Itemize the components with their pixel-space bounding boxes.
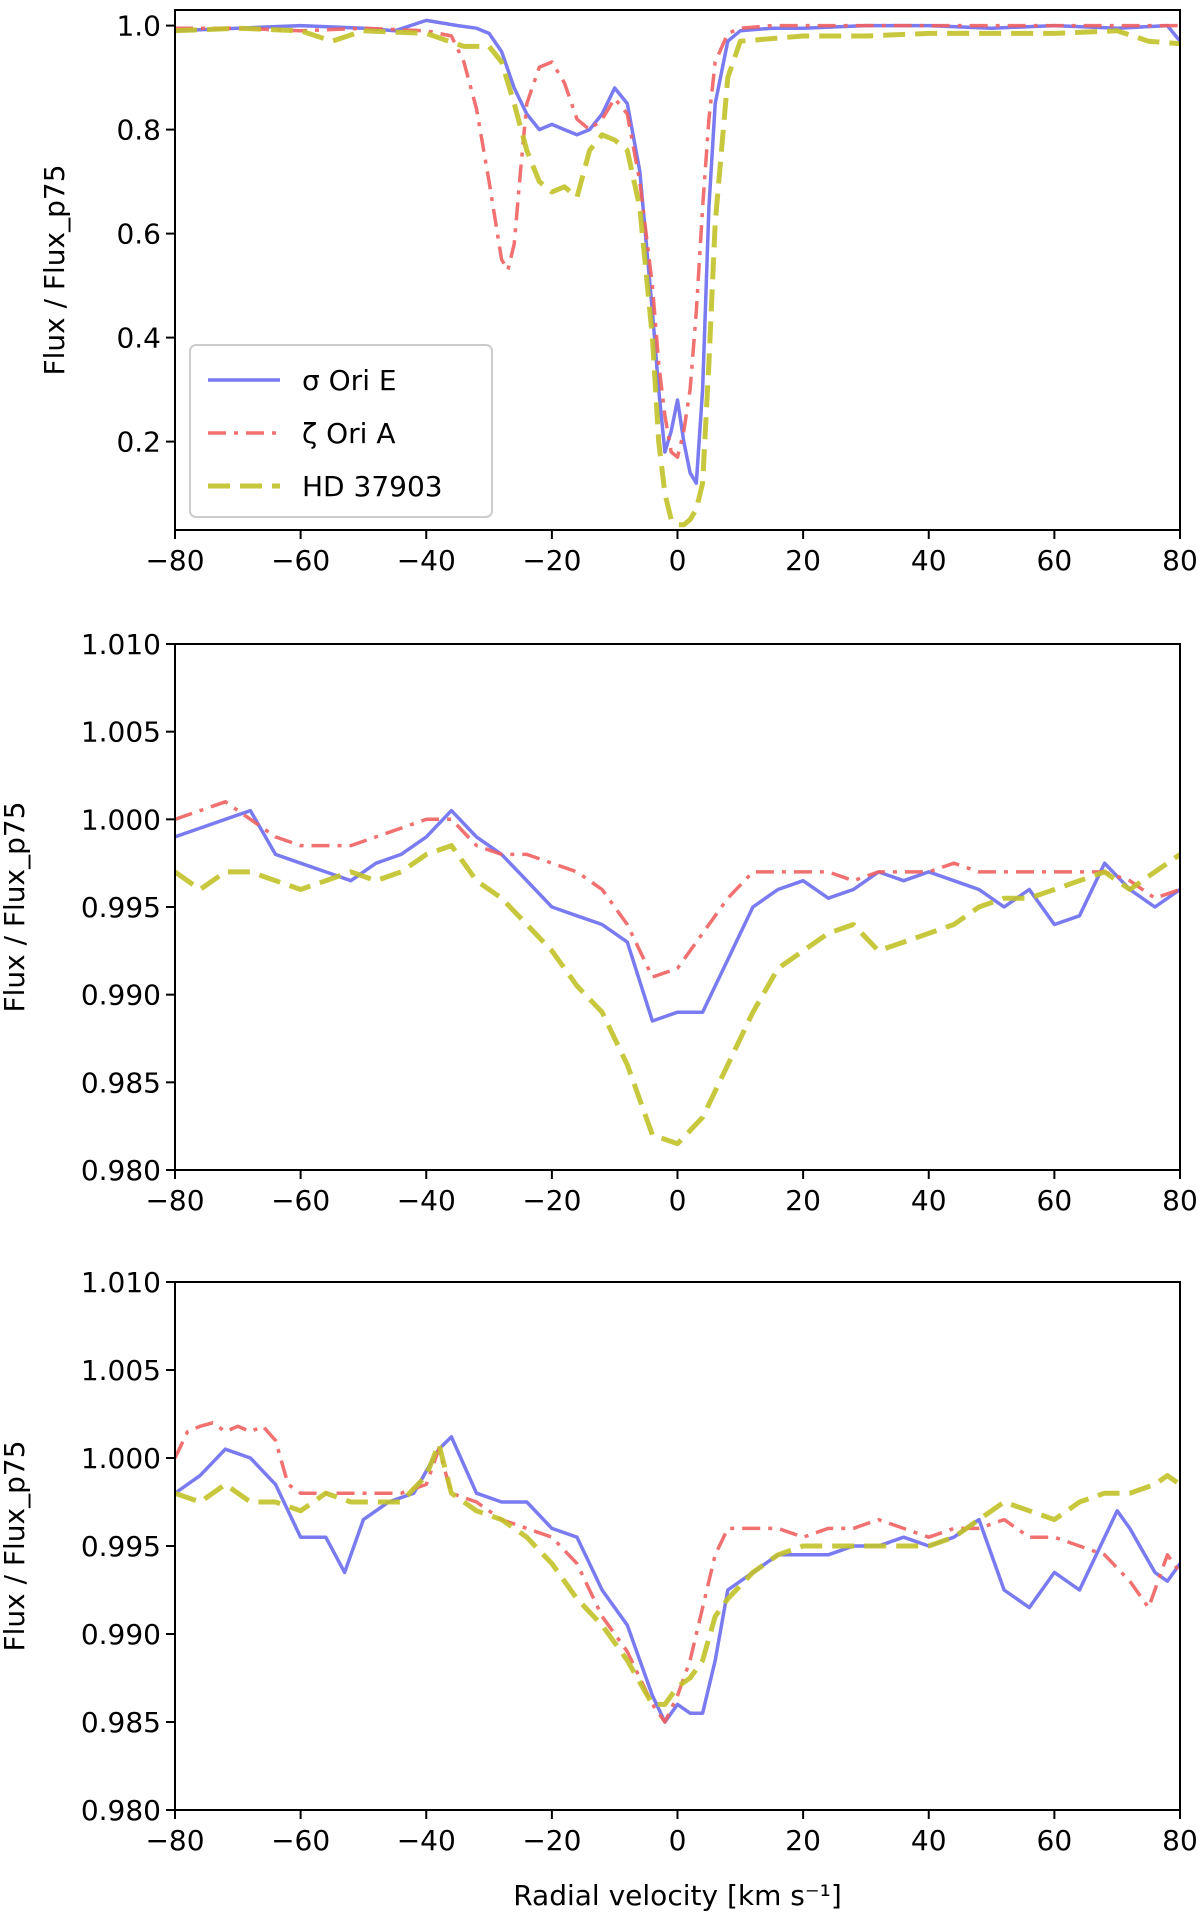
x-tick-label: 0 — [669, 544, 687, 577]
x-tick-label: −80 — [145, 544, 204, 577]
legend-label: HD 37903 — [302, 470, 443, 503]
y-tick-label: 0.995 — [81, 891, 161, 924]
legend-label: ζ Ori A — [302, 417, 396, 450]
y-tick-label: 1.005 — [81, 1354, 161, 1387]
x-tick-label: 40 — [911, 544, 947, 577]
x-tick-label: 80 — [1162, 1824, 1198, 1857]
series-line-0-2 — [175, 25, 1180, 528]
series-line-0-1 — [175, 23, 1180, 459]
y-tick-label: 0.4 — [116, 322, 161, 355]
x-tick-label: −40 — [397, 1184, 456, 1217]
x-axis-label: Radial velocity [km s⁻¹] — [513, 1879, 842, 1912]
x-tick-label: 20 — [785, 1184, 821, 1217]
series-line-2-0 — [175, 1435, 1180, 1724]
x-tick-label: −80 — [145, 1184, 204, 1217]
series-line-0-0 — [175, 18, 1180, 485]
y-tick-label: 0.985 — [81, 1066, 161, 1099]
x-tick-label: −20 — [522, 544, 581, 577]
y-tick-label: 1.010 — [81, 628, 161, 661]
y-tick-label: 0.2 — [116, 426, 161, 459]
x-tick-label: −20 — [522, 1184, 581, 1217]
x-tick-label: 20 — [785, 1824, 821, 1857]
legend-label: σ Ori E — [302, 364, 397, 397]
x-tick-label: 40 — [911, 1184, 947, 1217]
y-tick-label: 0.995 — [81, 1530, 161, 1563]
y-tick-label: 0.980 — [81, 1794, 161, 1827]
series-line-1-2 — [175, 843, 1180, 1147]
x-tick-label: 60 — [1037, 1184, 1073, 1217]
x-tick-label: 60 — [1037, 544, 1073, 577]
y-tick-label: 0.990 — [81, 979, 161, 1012]
x-tick-label: −40 — [397, 544, 456, 577]
x-tick-label: 80 — [1162, 544, 1198, 577]
y-axis-label: Flux / Flux_p75 — [0, 801, 31, 1012]
axes-frame — [174, 1281, 1181, 1811]
y-tick-label: 0.6 — [116, 218, 161, 251]
x-tick-label: 0 — [669, 1184, 687, 1217]
legend: σ Ori E ζ Ori A HD 37903 — [189, 344, 493, 518]
y-tick-label: 0.985 — [81, 1706, 161, 1739]
y-tick-label: 1.0 — [116, 10, 161, 43]
panel-middle: −80 −60 −40 −20 0 20 40 60 80 0.980 0.985 0.990 0.99… — [0, 628, 1198, 1217]
x-tick-label: 0 — [669, 1824, 687, 1857]
series-line-1-0 — [175, 808, 1180, 1023]
x-tick-label: −60 — [271, 544, 330, 577]
panel-top: −80 −60 −40 −20 0 20 40 60 80 0.2 0.4 0.6 0.8 1.0 Flux… — [38, 9, 1198, 577]
y-tick-label: 1.000 — [81, 803, 161, 836]
y-axis-label: Flux / Flux_p75 — [38, 164, 71, 375]
y-tick-label: 1.010 — [81, 1266, 161, 1299]
y-axis-label: Flux / Flux_p75 — [0, 1440, 31, 1651]
y-tick-label: 1.000 — [81, 1442, 161, 1475]
x-tick-label: 80 — [1162, 1184, 1198, 1217]
y-tick-label: 1.005 — [81, 716, 161, 749]
series-line-2-1 — [175, 1421, 1180, 1724]
x-tick-label: −60 — [271, 1184, 330, 1217]
x-tick-label: −60 — [271, 1824, 330, 1857]
series-line-1-1 — [175, 800, 1180, 979]
x-tick-label: 40 — [911, 1824, 947, 1857]
x-tick-label: −20 — [522, 1824, 581, 1857]
series-line-2-2 — [175, 1441, 1180, 1707]
x-tick-label: −40 — [397, 1824, 456, 1857]
x-tick-label: 20 — [785, 544, 821, 577]
panel-bottom: −80 −60 −40 −20 0 20 40 60 80 0.980 0.985 0.990 0.99… — [0, 1266, 1198, 1912]
legend-box — [189, 344, 493, 518]
axes-frame — [174, 643, 1181, 1171]
y-tick-label: 0.8 — [116, 114, 161, 147]
y-tick-label: 0.990 — [81, 1618, 161, 1651]
x-tick-label: 60 — [1037, 1824, 1073, 1857]
y-tick-label: 0.980 — [81, 1154, 161, 1187]
x-tick-label: −80 — [145, 1824, 204, 1857]
